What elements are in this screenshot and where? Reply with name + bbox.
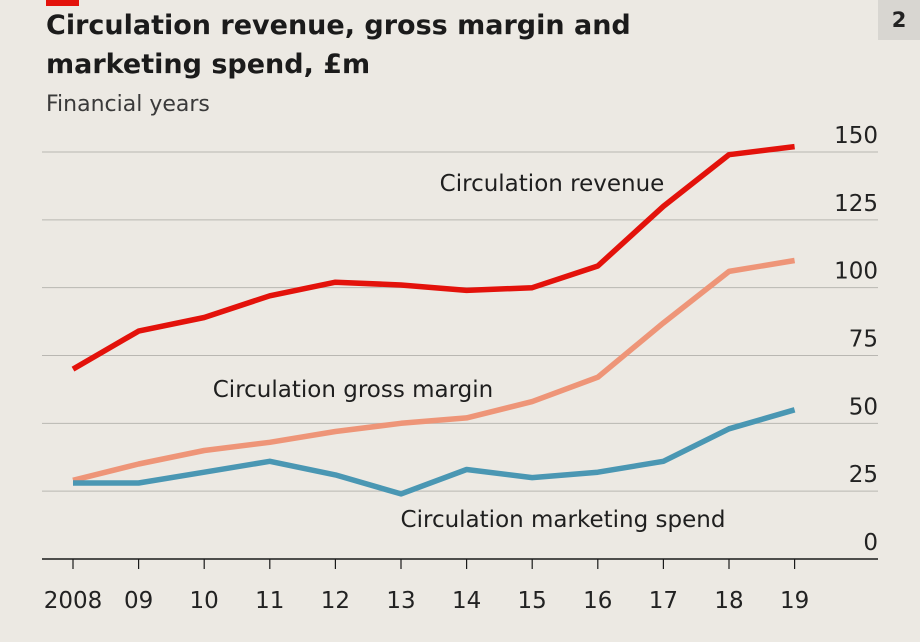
x-tick-label: 2008 — [44, 588, 103, 614]
panel-number-badge: 2 — [878, 0, 920, 40]
x-tick-label: 14 — [452, 588, 481, 614]
y-tick-label: 50 — [849, 394, 878, 420]
x-tick-label: 09 — [124, 588, 153, 614]
circulation-revenue-line — [71, 143, 795, 372]
series-lines — [71, 143, 796, 497]
x-tick-label: 12 — [321, 588, 350, 614]
x-tick-label: 13 — [386, 588, 415, 614]
x-tick-label: 15 — [518, 588, 547, 614]
chart-subtitle: Financial years — [46, 92, 210, 117]
circulation-marketing-spend-line — [73, 407, 796, 497]
x-tick-label: 18 — [714, 588, 743, 614]
brand-red-tab — [46, 0, 79, 6]
x-tick-label: 11 — [255, 588, 284, 614]
y-tick-label: 150 — [834, 123, 878, 149]
y-tick-label: 75 — [849, 327, 878, 353]
x-tick-label: 16 — [583, 588, 612, 614]
gridlines — [42, 151, 878, 492]
circulation-revenue-label: Circulation revenue — [440, 171, 665, 197]
circulation-gross-margin-line — [72, 257, 796, 483]
circulation-gross-margin-label: Circulation gross margin — [213, 377, 494, 403]
x-tick-label: 10 — [190, 588, 219, 614]
axes: 0 25 50 75 100 125 150 2008 09 10 11 12 13 14 15 16 17 18… — [42, 123, 878, 614]
x-tick-label: 19 — [780, 588, 809, 614]
y-tick-label: 25 — [849, 462, 878, 488]
x-tick-label: 17 — [649, 588, 678, 614]
y-tick-label: 125 — [834, 191, 878, 217]
chart-title: Circulation revenue, gross margin and ma… — [46, 10, 631, 80]
circulation-marketing-spend-label: Circulation marketing spend — [401, 507, 726, 533]
series-labels: Circulation revenue Circulation gross mar… — [213, 171, 726, 533]
y-tick-label: 0 — [863, 530, 878, 556]
y-tick-label: 100 — [834, 259, 878, 285]
